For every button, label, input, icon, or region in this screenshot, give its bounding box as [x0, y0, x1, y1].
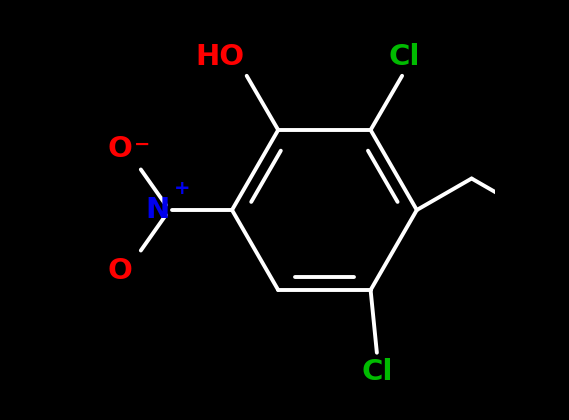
Text: −: −: [134, 134, 150, 154]
Text: O: O: [108, 257, 133, 285]
Text: N: N: [146, 196, 170, 224]
Text: +: +: [174, 179, 190, 198]
Text: Cl: Cl: [389, 43, 420, 71]
Text: Cl: Cl: [361, 358, 393, 386]
Text: HO: HO: [196, 43, 245, 71]
Text: O: O: [108, 135, 133, 163]
